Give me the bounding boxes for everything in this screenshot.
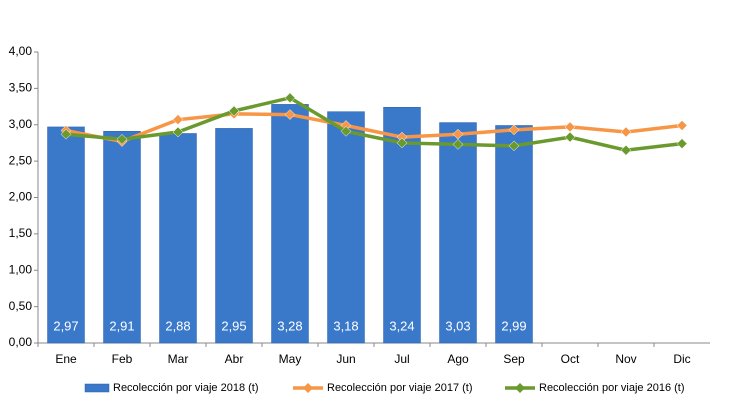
marker [620, 126, 632, 138]
bar [47, 126, 85, 344]
line [65, 95, 683, 152]
marker [676, 120, 688, 131]
x-tick-label: Sep [503, 352, 525, 366]
marker [508, 140, 520, 152]
marker [284, 92, 296, 104]
x-tick-label: Ene [55, 352, 77, 366]
value-label: 2,99 [501, 318, 526, 333]
marker [116, 133, 128, 145]
value-label: 3,18 [333, 318, 358, 333]
value-label: 3,03 [445, 318, 470, 333]
legend-label: Recolección por viaje 2018 (t) [113, 382, 259, 394]
value-label: 3,24 [389, 318, 414, 333]
x-tick-label: Ago [447, 352, 469, 366]
x-tick-label: Jul [394, 352, 409, 366]
value-label: 2,91 [109, 318, 134, 333]
value-label: 3,28 [277, 318, 302, 333]
y-tick-label: 3,50 [9, 81, 33, 95]
marker [452, 139, 464, 150]
value-label: 2,95 [221, 318, 246, 333]
y-tick-label: 0,00 [9, 335, 33, 349]
marker [620, 144, 632, 156]
value-label: 2,88 [165, 318, 190, 333]
bar [327, 111, 365, 344]
marker [564, 121, 576, 133]
bar [439, 122, 477, 344]
x-tick-label: Nov [615, 352, 636, 366]
marker [676, 138, 688, 150]
marker [172, 126, 184, 138]
x-tick-label: Jun [336, 352, 355, 366]
marker [284, 109, 296, 120]
y-tick-label: 0,50 [9, 299, 33, 313]
marker [228, 105, 240, 117]
y-tick-label: 1,00 [9, 262, 33, 276]
marker [172, 114, 184, 126]
y-tick-label: 2,50 [9, 153, 33, 167]
legend-swatch [84, 383, 110, 393]
bar [495, 125, 533, 344]
y-tick-label: 3,00 [9, 117, 33, 131]
bar [271, 104, 309, 344]
y-tick-label: 2,00 [9, 190, 33, 204]
legend-marker [515, 383, 525, 393]
legend-label: Recolección por viaje 2016 (t) [539, 382, 685, 394]
x-tick-label: Oct [561, 352, 580, 366]
x-tick-label: Mar [168, 352, 189, 366]
bar [103, 131, 141, 344]
line [65, 112, 683, 144]
marker [564, 131, 576, 143]
marker [340, 125, 352, 137]
bar [215, 128, 253, 344]
marker [396, 137, 408, 149]
x-tick-label: Dic [673, 352, 690, 366]
x-tick-label: May [279, 352, 302, 366]
value-label: 2,97 [53, 318, 78, 333]
y-tick-label: 4,00 [9, 44, 33, 58]
bar [159, 133, 197, 344]
legend-label: Recolección por viaje 2017 (t) [327, 382, 473, 394]
legend-marker [303, 383, 313, 393]
y-tick-label: 1,50 [9, 226, 33, 240]
x-tick-label: Abr [225, 352, 244, 366]
marker [508, 124, 520, 136]
x-tick-label: Feb [112, 352, 133, 366]
marker [60, 128, 72, 140]
